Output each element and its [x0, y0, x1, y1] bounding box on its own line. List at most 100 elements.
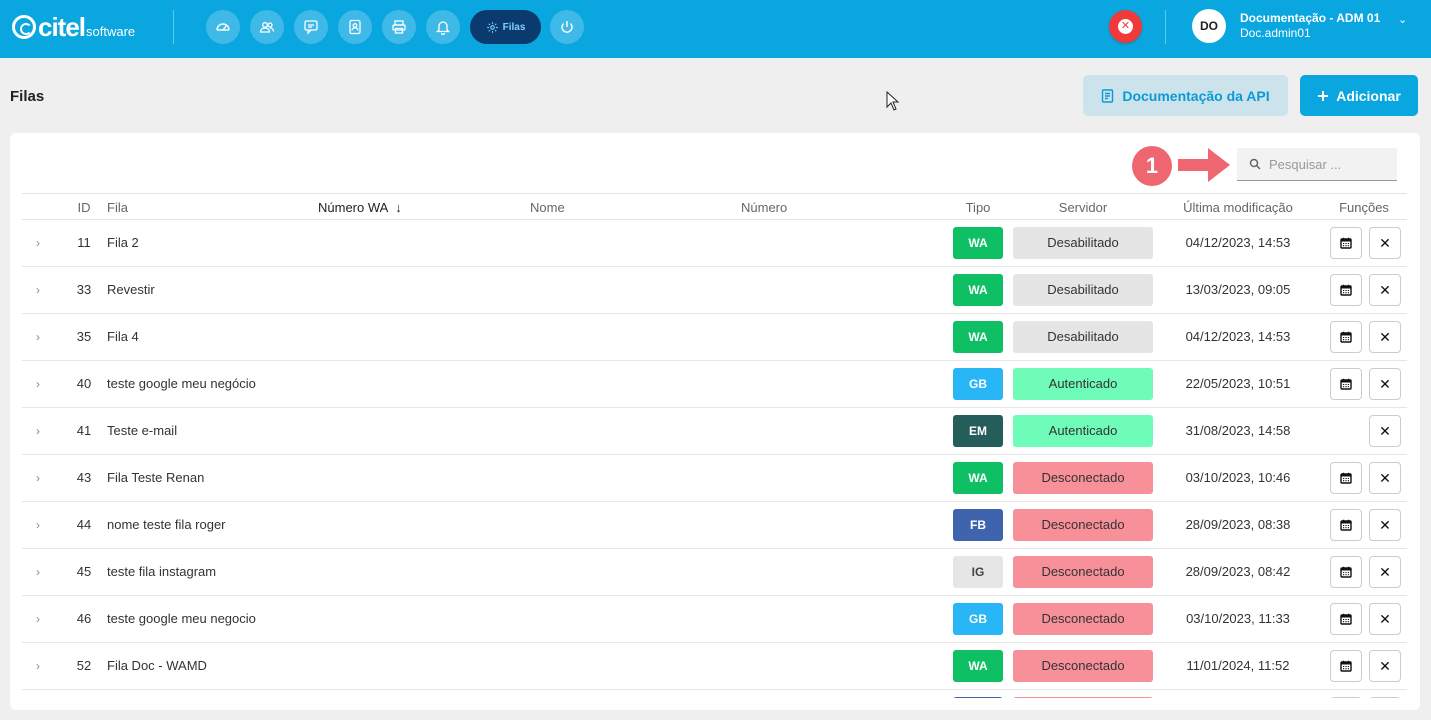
close-icon: ✕	[1379, 469, 1391, 486]
row-fila: teste fila instagram	[107, 564, 217, 579]
schedule-button[interactable]	[1330, 227, 1362, 259]
col-numero-wa-label: Número WA	[318, 200, 388, 215]
chevron-right-icon[interactable]: ›	[36, 690, 40, 698]
nav-users-button[interactable]	[250, 10, 284, 44]
delete-button[interactable]: ✕	[1369, 321, 1401, 353]
close-icon: ✕	[1379, 422, 1391, 439]
col-fila[interactable]: Fila	[107, 200, 128, 215]
servidor-status: Autenticado	[1013, 415, 1153, 447]
schedule-button[interactable]	[1330, 556, 1362, 588]
schedule-button[interactable]	[1330, 650, 1362, 682]
nav-filas-button[interactable]: Filas	[470, 10, 541, 44]
table-row[interactable]: › 41 Teste e-mail EM Autenticado 31/08/2…	[22, 408, 1407, 455]
delete-button[interactable]: ✕	[1369, 274, 1401, 306]
table-row[interactable]: › 44 nome teste fila roger FB Desconecta…	[22, 502, 1407, 549]
user-avatar[interactable]: DO	[1192, 9, 1226, 43]
calendar-icon	[1340, 519, 1352, 531]
row-id: 11	[77, 235, 91, 250]
close-icon: ✕	[1379, 281, 1391, 298]
nav-chat-button[interactable]	[294, 10, 328, 44]
nav-dashboard-button[interactable]	[206, 10, 240, 44]
row-ultima-modificacao	[1168, 690, 1308, 698]
col-numero[interactable]: Número	[741, 200, 788, 215]
contacts-icon	[349, 19, 361, 35]
schedule-button[interactable]	[1330, 509, 1362, 541]
search-field[interactable]	[1237, 148, 1397, 181]
schedule-button[interactable]	[1330, 697, 1362, 698]
delete-button[interactable]: ✕	[1369, 697, 1401, 698]
col-id[interactable]: ID	[77, 200, 91, 215]
servidor-status: Desconectado	[1013, 650, 1153, 682]
logo-mark-icon	[12, 15, 36, 39]
col-ultima-modificacao[interactable]: Última modificação	[1183, 200, 1293, 215]
table-row[interactable]: › 33 Revestir WA Desabilitado 13/03/2023…	[22, 267, 1407, 314]
arrow-right-icon	[1178, 148, 1230, 182]
chevron-right-icon[interactable]: ›	[36, 377, 40, 391]
col-tipo[interactable]: Tipo	[965, 200, 991, 215]
nav-notifications-button[interactable]	[426, 10, 460, 44]
table-row[interactable]: › 40 teste google meu negócio GB Autenti…	[22, 361, 1407, 408]
schedule-button[interactable]	[1330, 603, 1362, 635]
row-fila: Fila Doc - WAMD	[107, 658, 207, 673]
col-servidor[interactable]: Servidor	[1058, 200, 1108, 215]
delete-button[interactable]: ✕	[1369, 368, 1401, 400]
chevron-right-icon[interactable]: ›	[36, 659, 40, 673]
tipo-badge: FB	[953, 509, 1003, 541]
schedule-button[interactable]	[1330, 321, 1362, 353]
citel-logo[interactable]: citel software	[12, 12, 135, 42]
row-ultima-modificacao: 13/03/2023, 09:05	[1185, 282, 1291, 297]
nav-printer-button[interactable]	[382, 10, 416, 44]
delete-button[interactable]: ✕	[1369, 227, 1401, 259]
row-id: 35	[76, 329, 92, 344]
api-documentation-button[interactable]: Documentação da API	[1083, 75, 1288, 116]
calendar-icon	[1340, 237, 1352, 249]
table-row[interactable]: › 11 Fila 2 WA Desabilitado 04/12/2023, …	[22, 220, 1407, 267]
add-button-label: Adicionar	[1336, 87, 1401, 104]
delete-button[interactable]: ✕	[1369, 462, 1401, 494]
table-row[interactable]: › 52 Fila Doc - WAMD WA Desconectado 11/…	[22, 643, 1407, 690]
schedule-button[interactable]	[1330, 274, 1362, 306]
schedule-button[interactable]	[1330, 368, 1362, 400]
delete-button[interactable]: ✕	[1369, 556, 1401, 588]
servidor-status: Desconectado	[1013, 509, 1153, 541]
calendar-icon	[1340, 284, 1352, 296]
chevron-down-icon[interactable]: ⌄	[1398, 14, 1408, 26]
delete-button[interactable]: ✕	[1369, 603, 1401, 635]
col-numero-wa[interactable]: Número WA ↓	[318, 200, 402, 215]
close-icon: ✕	[1379, 657, 1391, 674]
delete-button[interactable]: ✕	[1369, 415, 1401, 447]
filas-card: 1 ID Fila Número WA ↓ Nome Número Tipo S…	[10, 133, 1420, 710]
chevron-right-icon[interactable]: ›	[36, 236, 40, 250]
row-ultima-modificacao: 22/05/2023, 10:51	[1185, 376, 1291, 391]
disconnect-button[interactable]: ✕	[1109, 10, 1142, 43]
chevron-right-icon[interactable]: ›	[36, 612, 40, 626]
table-row[interactable]: › 35 Fila 4 WA Desabilitado 04/12/2023, …	[22, 314, 1407, 361]
row-ultima-modificacao: 28/09/2023, 08:38	[1185, 517, 1291, 532]
table-row[interactable]: › 45 teste fila instagram IG Desconectad…	[22, 549, 1407, 596]
col-nome[interactable]: Nome	[530, 200, 565, 215]
plus-icon	[1318, 90, 1329, 101]
chevron-right-icon[interactable]: ›	[36, 330, 40, 344]
chevron-right-icon[interactable]: ›	[36, 518, 40, 532]
delete-button[interactable]: ✕	[1369, 650, 1401, 682]
chevron-right-icon[interactable]: ›	[36, 283, 40, 297]
schedule-button[interactable]	[1330, 462, 1362, 494]
row-ultima-modificacao: 11/01/2024, 11:52	[1186, 658, 1290, 673]
table-row[interactable]: › 43 Fila Teste Renan WA Desconectado 03…	[22, 455, 1407, 502]
delete-button[interactable]: ✕	[1369, 509, 1401, 541]
row-id: 43	[76, 470, 92, 485]
table-row[interactable]: › FB Desconectado ✕	[22, 690, 1407, 698]
bell-icon	[435, 21, 451, 35]
chevron-right-icon[interactable]: ›	[36, 424, 40, 438]
chevron-right-icon[interactable]: ›	[36, 471, 40, 485]
search-input[interactable]	[1269, 156, 1389, 172]
page-title: Filas	[10, 88, 45, 105]
row-id	[69, 690, 99, 698]
row-id: 33	[76, 282, 92, 297]
table-row[interactable]: › 46 teste google meu negocio GB Descone…	[22, 596, 1407, 643]
nav-logout-button[interactable]	[550, 10, 584, 44]
nav-contacts-button[interactable]	[338, 10, 372, 44]
chevron-right-icon[interactable]: ›	[36, 565, 40, 579]
add-button[interactable]: Adicionar	[1300, 75, 1418, 116]
user-name[interactable]: Documentação - ADM 01	[1240, 11, 1381, 25]
